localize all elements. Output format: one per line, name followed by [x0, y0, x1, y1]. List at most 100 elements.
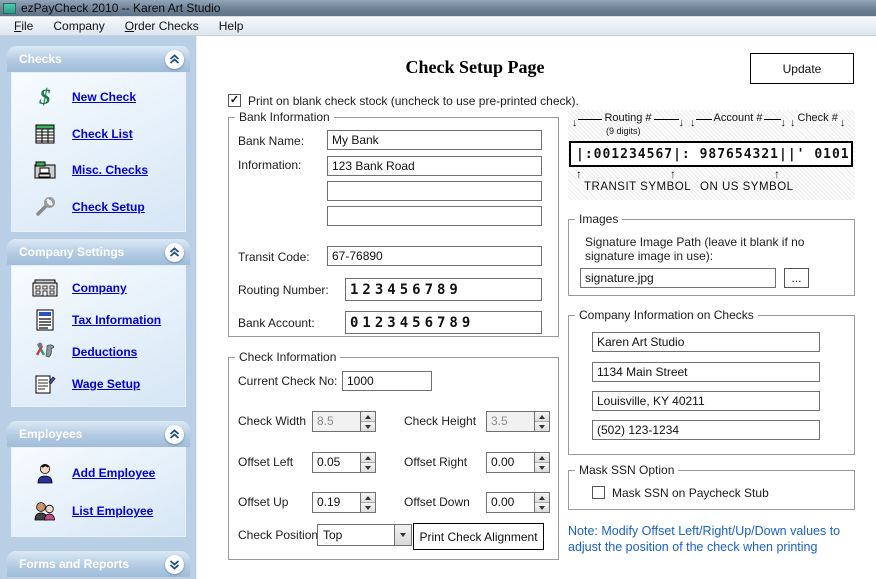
bank-information-line3-input[interactable] — [327, 206, 542, 226]
spin-down-button[interactable] — [535, 463, 549, 472]
routing-number-input[interactable] — [345, 278, 542, 301]
sidebar-item-label: Check List — [72, 126, 133, 141]
spin-down-button[interactable] — [535, 422, 549, 431]
section-header-company-settings[interactable]: Company Settings — [7, 239, 190, 265]
svg-text:$: $ — [39, 85, 51, 109]
sidebar-item-deductions[interactable]: Deductions — [12, 340, 185, 364]
chevron-up-icon[interactable] — [165, 242, 184, 262]
images-title: Images — [579, 212, 619, 226]
menu-help[interactable]: Help — [218, 19, 244, 33]
spin-down-button[interactable] — [361, 463, 375, 472]
spin-down-button[interactable] — [535, 503, 549, 512]
chevron-down-icon[interactable] — [165, 554, 184, 574]
current-check-no-label: Current Check No: — [238, 374, 338, 388]
check-number-bracket: ↓ Check # ↓ — [790, 112, 852, 130]
spin-up-button[interactable] — [361, 493, 375, 503]
sidebar-item-check-list[interactable]: Check List — [12, 122, 185, 146]
sidebar-item-wage-setup[interactable]: Wage Setup — [12, 372, 185, 396]
page-title: Check Setup Page — [405, 57, 545, 77]
check-number-label: Check # — [797, 112, 838, 124]
sidebar-item-list-employee[interactable]: List Employee — [12, 499, 185, 523]
bank-information-line1-input[interactable] — [327, 156, 542, 176]
section-header-employees[interactable]: Employees — [7, 421, 190, 447]
chevron-up-icon[interactable] — [165, 424, 184, 444]
offset-right-label: Offset Right — [404, 455, 468, 469]
sidebar-item-label: Misc. Checks — [72, 163, 149, 178]
sidebar-item-new-check[interactable]: $ New Check — [12, 85, 185, 109]
section-header-forms-and-reports[interactable]: Forms and Reports — [7, 551, 190, 577]
company-city-input[interactable] — [592, 391, 820, 411]
section-title: Company Settings — [19, 245, 125, 259]
chevron-up-icon[interactable] — [165, 49, 184, 69]
menu-file[interactable]: File — [14, 19, 34, 33]
routing-number-label: Routing Number: — [238, 283, 329, 297]
offset-left-value: 0.05 — [317, 455, 341, 469]
bank-name-input[interactable] — [327, 130, 542, 150]
spin-up-button[interactable] — [535, 412, 549, 422]
company-phone-input[interactable] — [592, 420, 820, 440]
company-name-input[interactable] — [592, 332, 820, 352]
update-button[interactable]: Update — [750, 53, 854, 84]
check-height-value: 3.5 — [487, 412, 534, 431]
transit-code-label: Transit Code: — [238, 250, 310, 264]
section-header-checks[interactable]: Checks — [7, 46, 190, 72]
dollar-icon: $ — [32, 85, 58, 109]
offset-left-stepper[interactable]: 0.05 — [312, 452, 376, 473]
routing-digits-note: (9 digits) — [606, 126, 641, 136]
current-check-no-input[interactable] — [342, 371, 432, 391]
browse-button[interactable]: ... — [784, 268, 809, 288]
dropdown-arrow-icon[interactable] — [394, 525, 411, 545]
offset-up-label: Offset Up — [238, 495, 289, 509]
offset-right-stepper[interactable]: 0.00 — [486, 452, 550, 473]
check-position-label: Check Position — [238, 528, 319, 542]
check-height-label: Check Height — [404, 414, 477, 428]
offset-note: Note: Modify Offset Left/Right/Up/Down v… — [568, 524, 841, 555]
down-arrow-icon: ↓ — [678, 117, 685, 129]
on-us-symbol-label: ON US SYMBOL — [700, 181, 794, 193]
transit-symbol-label: TRANSIT SYMBOL — [584, 181, 692, 193]
down-arrow-icon: ↓ — [790, 117, 796, 129]
spin-up-button[interactable] — [361, 453, 375, 463]
down-arrow-icon: ↓ — [839, 117, 846, 129]
check-position-select[interactable]: Top — [317, 524, 412, 546]
mask-ssn-checkbox[interactable] — [592, 486, 605, 499]
offset-left-label: Offset Left — [238, 455, 294, 469]
signature-path-input[interactable] — [580, 268, 776, 288]
spin-down-button[interactable] — [361, 503, 375, 512]
check-width-label: Check Width — [238, 414, 307, 428]
menu-order-checks[interactable]: Order Checks — [124, 19, 199, 33]
transit-code-input[interactable] — [327, 246, 542, 266]
deductions-icon — [32, 340, 58, 364]
offset-up-stepper[interactable]: 0.19 — [312, 492, 376, 513]
sidebar-item-misc-checks[interactable]: Misc. Checks — [12, 158, 185, 182]
section-title: Employees — [19, 427, 83, 441]
micr-illustration: ↓ Routing # ↓ (9 digits) ↓ Account # ↓ ↓… — [568, 110, 855, 200]
bank-account-input[interactable] — [345, 311, 542, 334]
sidebar-item-label: Company — [72, 281, 127, 295]
company-street-input[interactable] — [592, 362, 820, 382]
down-arrow-icon: ↓ — [690, 117, 696, 129]
sidebar-item-check-setup[interactable]: Check Setup — [12, 195, 185, 219]
sidebar-item-label: Add Employee — [72, 466, 156, 480]
offset-down-value: 0.00 — [491, 495, 515, 509]
menu-company[interactable]: Company — [53, 19, 105, 33]
section-panel-employees: Add Employee List Employee — [11, 447, 186, 537]
print-check-alignment-button[interactable]: Print Check Alignment — [413, 523, 544, 550]
offset-down-stepper[interactable]: 0.00 — [486, 492, 550, 513]
spin-up-button[interactable] — [535, 493, 549, 503]
title-bar: ezPayCheck 2010 -- Karen Art Studio — [0, 0, 876, 17]
tax-information-icon — [32, 308, 58, 332]
routing-bracket: ↓ Routing # ↓ — [572, 112, 684, 130]
spin-up-button[interactable] — [361, 412, 375, 422]
sidebar-item-company[interactable]: Company — [12, 276, 185, 300]
routing-label: Routing # — [604, 112, 652, 124]
bank-information-line2-input[interactable] — [327, 181, 542, 201]
mask-ssn-title: Mask SSN Option — [579, 463, 675, 477]
sidebar-item-tax-information[interactable]: Tax Information — [12, 308, 185, 332]
spin-down-button[interactable] — [361, 422, 375, 431]
sidebar-item-add-employee[interactable]: Add Employee — [12, 461, 185, 485]
print-blank-stock-checkbox[interactable]: ✓ — [228, 94, 241, 107]
section-panel-company-settings: Company Tax Information Deductions Wage … — [11, 265, 186, 407]
spin-up-button[interactable] — [535, 453, 549, 463]
